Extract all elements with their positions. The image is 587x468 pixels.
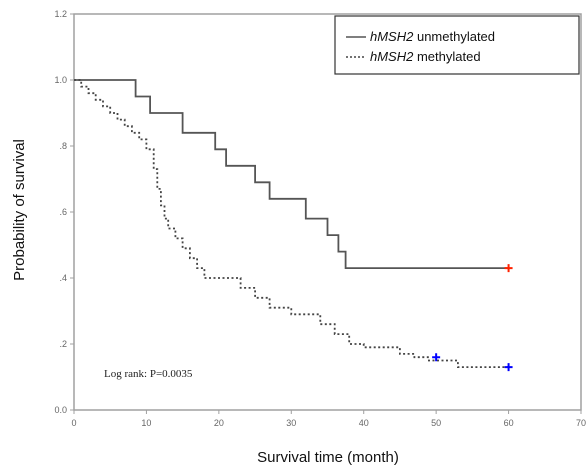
x-tick-label: 40 <box>359 418 369 428</box>
curve-unmethylated <box>74 79 509 269</box>
x-tick-label: 10 <box>141 418 151 428</box>
y-axis-title: Probability of survival <box>11 139 28 281</box>
legend-label-unmethylated: hMSH2 unmethylated <box>370 29 495 44</box>
y-axis-ticks: 0.0 .2 .4 .6 .8 1.0 1.2 <box>54 9 74 415</box>
y-tick-label: .8 <box>59 141 67 151</box>
x-axis-ticks: 0 10 20 30 40 50 60 70 <box>71 410 586 428</box>
y-tick-label: .2 <box>59 339 67 349</box>
censor-mark <box>504 264 513 273</box>
y-tick-label: 1.2 <box>54 9 67 19</box>
curve-methylated <box>74 79 509 368</box>
x-axis-title: Survival time (month) <box>257 449 399 466</box>
y-tick-label: 0.0 <box>54 405 67 415</box>
y-tick-label: .6 <box>59 207 67 217</box>
x-tick-label: 20 <box>214 418 224 428</box>
y-tick-label: 1.0 <box>54 75 67 85</box>
legend: hMSH2 unmethylated hMSH2 methylated <box>334 15 580 75</box>
x-tick-label: 70 <box>576 418 586 428</box>
y-tick-label: .4 <box>59 273 67 283</box>
censor-mark <box>432 353 441 362</box>
survival-curves <box>74 79 513 372</box>
legend-label-methylated: hMSH2 methylated <box>370 49 481 64</box>
x-tick-label: 60 <box>504 418 514 428</box>
x-tick-label: 0 <box>71 418 76 428</box>
censor-mark <box>504 363 513 372</box>
x-tick-label: 50 <box>431 418 441 428</box>
x-tick-label: 30 <box>286 418 296 428</box>
log-rank-annotation: Log rank: P=0.0035 <box>104 368 193 380</box>
legend-box <box>334 15 580 75</box>
